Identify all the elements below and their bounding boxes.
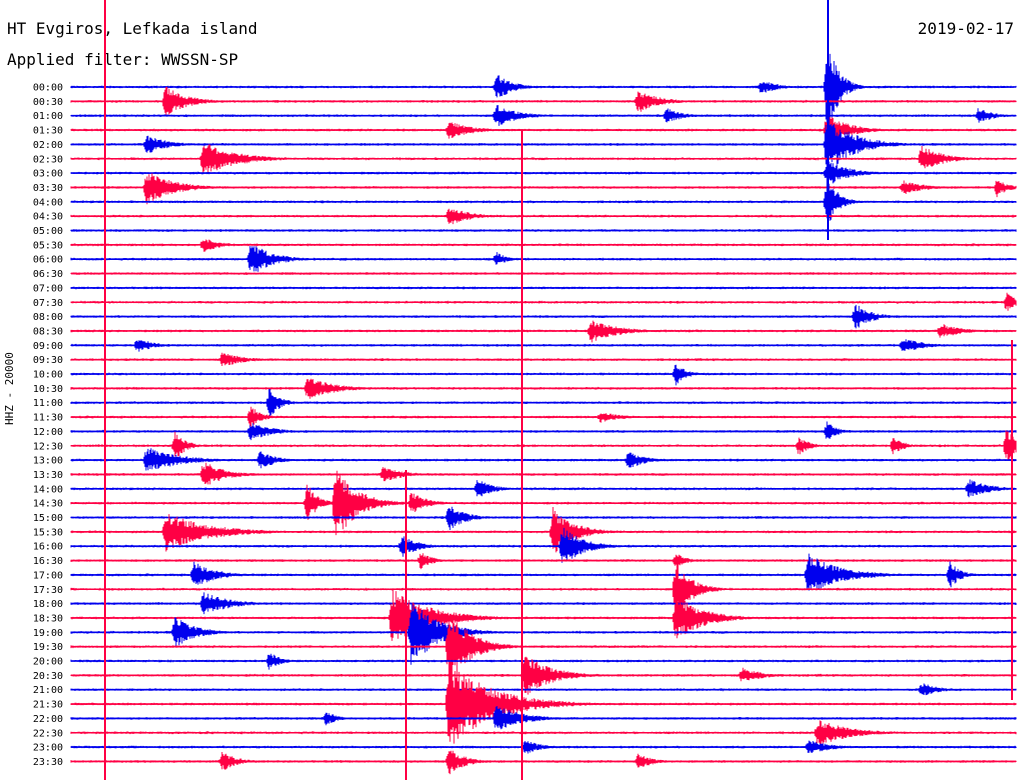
row-tick-label: 18:30 bbox=[33, 613, 63, 624]
row-tick-label: 20:00 bbox=[33, 657, 63, 668]
row-tick-label: 09:30 bbox=[33, 355, 63, 366]
row-tick-label: 12:30 bbox=[33, 441, 63, 452]
trace-row-0000 bbox=[70, 38, 1017, 132]
row-tick-label: 20:30 bbox=[33, 671, 63, 682]
row-tick-label: 08:00 bbox=[33, 312, 63, 323]
row-tick-label: 11:00 bbox=[33, 398, 63, 409]
row-tick-label: 07:00 bbox=[33, 283, 63, 294]
row-tick-label: 06:30 bbox=[33, 269, 63, 280]
row-tick-label: 15:30 bbox=[33, 527, 63, 538]
row-tick-label: 16:00 bbox=[33, 542, 63, 553]
row-tick-label: 01:30 bbox=[33, 126, 63, 137]
row-tick-label: 04:30 bbox=[33, 212, 63, 223]
row-tick-label: 03:00 bbox=[33, 169, 63, 180]
row-tick-label: 18:00 bbox=[33, 599, 63, 610]
row-tick-label: 11:30 bbox=[33, 413, 63, 424]
row-tick-label: 23:00 bbox=[33, 743, 63, 754]
row-tick-label: 13:30 bbox=[33, 470, 63, 481]
row-tick-label: 00:30 bbox=[33, 97, 63, 108]
row-tick-label: 00:00 bbox=[33, 83, 63, 94]
row-tick-label: 22:30 bbox=[33, 728, 63, 739]
row-tick-label: 17:30 bbox=[33, 585, 63, 596]
row-tick-label: 21:00 bbox=[33, 685, 63, 696]
trace-row-1500 bbox=[70, 506, 1017, 531]
row-tick-label: 13:00 bbox=[33, 456, 63, 467]
station-title: HT Evgiros, Lefkada island bbox=[7, 19, 258, 38]
row-tick-label: 04:00 bbox=[33, 197, 63, 208]
filter-label: Applied filter: WWSSN-SP bbox=[7, 50, 239, 69]
row-tick-label: 22:00 bbox=[33, 714, 63, 725]
row-tick-label: 07:30 bbox=[33, 298, 63, 309]
trace-row-0330 bbox=[70, 173, 1017, 205]
row-tick-label: 10:30 bbox=[33, 384, 63, 395]
row-tick-label: 12:00 bbox=[33, 427, 63, 438]
date-label: 2019-02-17 bbox=[917, 19, 1014, 38]
trace-row-1900 bbox=[70, 603, 1017, 665]
row-tick-label: 15:00 bbox=[33, 513, 63, 524]
trace-row-1700 bbox=[70, 553, 1017, 591]
row-tick-label: 14:00 bbox=[33, 484, 63, 495]
row-tick-label: 23:30 bbox=[33, 757, 63, 768]
row-tick-label: 02:30 bbox=[33, 154, 63, 165]
row-tick-label: 21:30 bbox=[33, 700, 63, 711]
row-tick-label: 16:30 bbox=[33, 556, 63, 567]
row-tick-label: 08:30 bbox=[33, 326, 63, 337]
row-tick-label: 14:30 bbox=[33, 499, 63, 510]
trace-row-1330 bbox=[70, 462, 1017, 485]
row-tick-label: 09:00 bbox=[33, 341, 63, 352]
row-tick-label: 05:00 bbox=[33, 226, 63, 237]
row-tick-label: 19:00 bbox=[33, 628, 63, 639]
row-tick-label: 19:30 bbox=[33, 642, 63, 653]
trace-row-1000 bbox=[70, 364, 1017, 386]
row-tick-label: 01:00 bbox=[33, 111, 63, 122]
row-tick-label: 02:00 bbox=[33, 140, 63, 151]
row-tick-label: 10:00 bbox=[33, 370, 63, 381]
row-tick-label: 17:00 bbox=[33, 570, 63, 581]
row-tick-label: 06:00 bbox=[33, 255, 63, 266]
trace-row-0400 bbox=[70, 175, 1017, 221]
row-tick-label: 05:30 bbox=[33, 240, 63, 251]
trace-row-2330 bbox=[70, 750, 1017, 775]
row-tick-label: 03:30 bbox=[33, 183, 63, 194]
